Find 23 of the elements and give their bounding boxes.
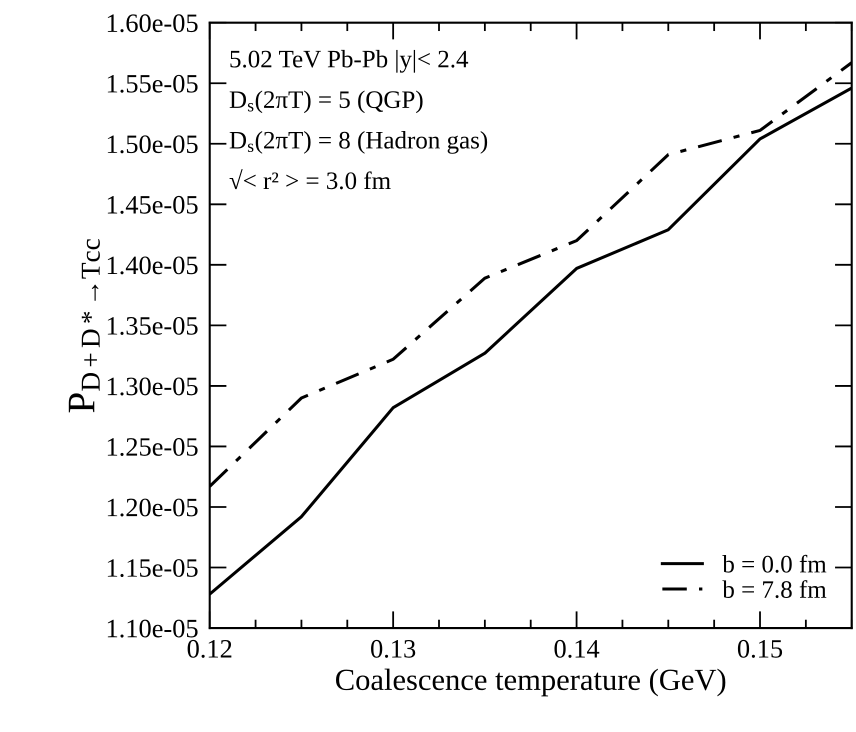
y-tick-label: 1.30e-05 bbox=[108, 378, 198, 396]
y-tick-label: 1.35e-05 bbox=[108, 316, 198, 335]
x-tick-label: 0.12 bbox=[188, 640, 232, 658]
x-tick-label: 0.14 bbox=[554, 640, 600, 658]
y-tick-label: 1.40e-05 bbox=[108, 256, 198, 274]
y-tick-label: 1.25e-05 bbox=[108, 438, 198, 456]
y-tick-label: 1.45e-05 bbox=[108, 196, 198, 214]
annotation: 5.02 TeV Pb-Pb |y|< 2.4 bbox=[230, 50, 468, 73]
annotation: √< r² > = 3.0 fm bbox=[230, 169, 391, 190]
x-tick-label: 0.15 bbox=[738, 640, 782, 658]
y-axis-title: P$_{D+D*→Tcc}$ bbox=[68, 239, 100, 412]
annotation: D$_{s}$(2πT) = 5 (QGP) bbox=[230, 90, 423, 114]
y-tick-label: 1.55e-05 bbox=[108, 74, 198, 93]
y-tick-label: 1.50e-05 bbox=[108, 135, 198, 154]
x-axis-title: Coalescence temperature (GeV) bbox=[336, 668, 726, 696]
y-tick-label: 1.10e-05 bbox=[108, 620, 198, 638]
legend-label: b = 0.0 fm bbox=[722, 554, 826, 573]
y-tick-label: 1.60e-05 bbox=[108, 14, 198, 32]
y-tick-label: 1.15e-05 bbox=[108, 559, 198, 578]
x-tick-label: 0.13 bbox=[371, 640, 416, 658]
legend-label: b = 7.8 fm bbox=[722, 580, 826, 598]
y-tick-label: 1.20e-05 bbox=[108, 498, 198, 517]
annotation: D$_{s}$(2πT) = 8 (Hadron gas) bbox=[230, 131, 488, 154]
